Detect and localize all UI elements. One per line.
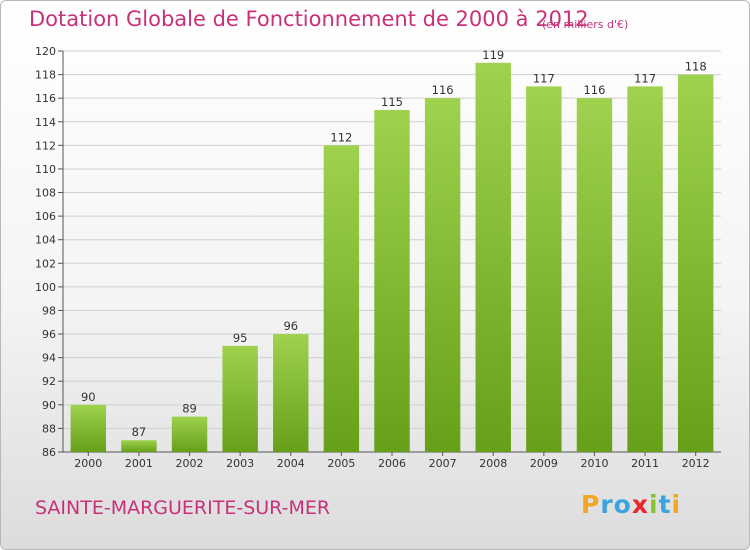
y-tick-label: 100	[35, 281, 56, 294]
bar-2008	[475, 62, 511, 452]
y-tick-label: 92	[42, 375, 56, 388]
x-tick-label: 2003	[226, 457, 254, 470]
x-tick-label: 2009	[530, 457, 558, 470]
chart-subtitle: (en milliers d'€)	[542, 18, 629, 31]
bars	[70, 62, 714, 453]
y-tick-label: 118	[35, 69, 56, 82]
y-tick-label: 90	[42, 399, 56, 412]
value-label: 116	[432, 83, 454, 97]
x-tick-label: 2007	[429, 457, 457, 470]
bar-2006	[374, 109, 410, 453]
y-tick-label: 98	[42, 304, 56, 317]
y-tick-label: 114	[35, 116, 56, 129]
y-tick-label: 112	[35, 139, 56, 152]
value-label: 87	[132, 425, 147, 439]
x-tick-label: 2011	[631, 457, 659, 470]
logo-letter: i	[649, 490, 659, 519]
y-tick-label: 102	[35, 257, 56, 270]
x-tick-label: 2012	[682, 457, 710, 470]
y-tick-label: 86	[42, 446, 56, 459]
y-tick-label: 96	[42, 328, 56, 341]
x-tick-label: 2004	[277, 457, 305, 470]
y-tick-label: 104	[35, 234, 56, 247]
x-tick-label: 2000	[74, 457, 102, 470]
value-label: 96	[283, 319, 298, 333]
bar-2001	[121, 440, 157, 452]
y-tick-label: 116	[35, 92, 56, 105]
logo-letter: P	[581, 490, 601, 519]
logo-letter: o	[613, 490, 632, 519]
y-tick-label: 108	[35, 187, 56, 200]
x-tick-label: 2002	[176, 457, 204, 470]
labels: 86 88 90 92 94 96 98 100 102 104 106 108 110 112 114 11…	[35, 45, 710, 470]
bar-2004	[273, 334, 309, 452]
y-tick-label: 106	[35, 210, 56, 223]
proxiti-logo: Proxiti	[581, 490, 681, 519]
y-tick-label: 94	[42, 352, 56, 365]
x-tick-label: 2006	[378, 457, 406, 470]
bar-2000	[70, 404, 107, 452]
bar-2005	[323, 145, 360, 452]
value-label: 117	[634, 71, 656, 85]
logo-letter: r	[600, 490, 614, 519]
logo-letter: t	[658, 490, 672, 519]
value-label: 117	[533, 71, 555, 85]
value-label: 115	[381, 95, 403, 109]
y-tick-label: 110	[35, 163, 56, 176]
value-label: 90	[81, 390, 96, 404]
value-label: 119	[482, 48, 504, 62]
bar-2007	[424, 98, 461, 453]
bar-2009	[526, 86, 562, 452]
x-tick-label: 2001	[125, 457, 153, 470]
bar-2003	[222, 345, 258, 452]
y-tick-label: 120	[35, 45, 56, 58]
bar-2011	[627, 86, 663, 452]
value-label: 116	[583, 83, 605, 97]
logo-letter: i	[671, 490, 682, 519]
y-tick-label: 88	[42, 422, 56, 435]
x-tick-label: 2005	[327, 457, 355, 470]
value-label: 89	[182, 402, 197, 416]
bar-2012	[677, 74, 714, 453]
commune-name: SAINTE-MARGUERITE-SUR-MER	[35, 497, 331, 519]
bar-2002	[171, 416, 208, 452]
bar-2010	[576, 98, 613, 453]
value-label: 112	[330, 130, 352, 144]
logo-letter: x	[631, 490, 649, 519]
x-tick-label: 2008	[479, 457, 507, 470]
x-tick-label: 2010	[580, 457, 608, 470]
value-label: 95	[233, 331, 248, 345]
chart-title: Dotation Globale de Fonctionnement de 20…	[29, 7, 589, 31]
value-label: 118	[685, 60, 707, 74]
